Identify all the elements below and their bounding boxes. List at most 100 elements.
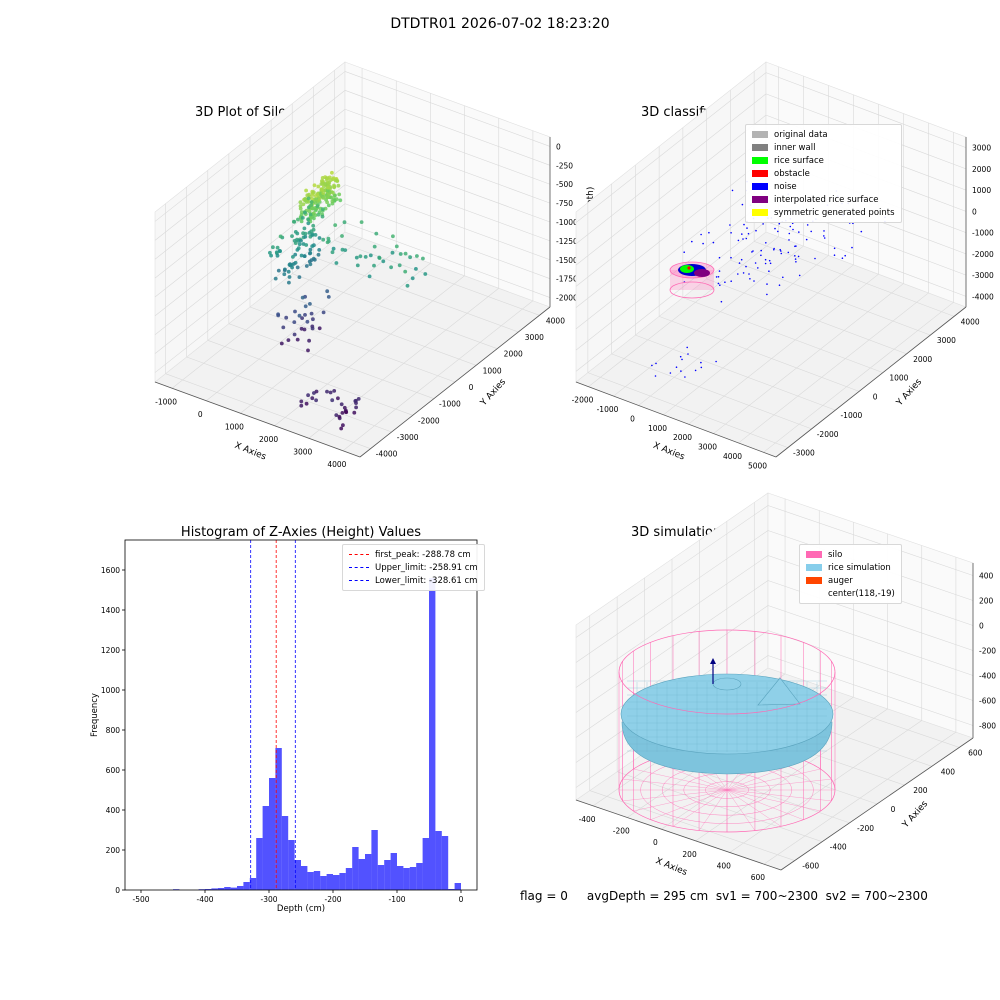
panel1-grid-z: [344, 71, 551, 147]
panel2-noise-point: [814, 257, 816, 260]
panel2-noise-point: [788, 239, 790, 241]
histogram-bar: [249, 878, 257, 890]
panel1-point: [333, 223, 338, 228]
panel1-grid-z: [154, 127, 346, 279]
panel3-y-tick-label: 200: [106, 846, 121, 855]
panel1-grid-y: [292, 273, 498, 349]
panel1-x-tick-label: 3000: [293, 447, 312, 456]
panel1-z-tick-label: -1250: [556, 237, 578, 246]
panel4-x-tick-label: 200: [682, 850, 697, 859]
panel1-point: [292, 332, 297, 337]
legend-label: Lower_limit: -328.61 cm: [375, 575, 478, 586]
panel1-point: [286, 338, 291, 342]
panel1-point: [300, 316, 304, 320]
panel1-x-tick-label: 0: [198, 410, 203, 419]
panel1-point: [302, 327, 307, 332]
panel1-point: [304, 401, 309, 406]
panel1-x-tick-label: -1000: [155, 397, 177, 406]
panel1-point: [286, 269, 291, 274]
panel1-point: [363, 255, 368, 259]
legend-entry: first_peak: -288.78 cm: [349, 548, 478, 561]
panel2-grid-y: [754, 241, 955, 317]
panel2-noise-point: [764, 258, 767, 261]
panel3-y-tick-label: 600: [106, 766, 121, 775]
panel1-grid-z: [154, 71, 346, 222]
simulation-legend: silo rice simulation auger center(118,-19): [799, 544, 902, 604]
panel1-grid-z: [344, 184, 551, 261]
panel4-x-tick-label: 400: [717, 862, 732, 871]
panel1-point: [326, 236, 331, 241]
panel2-noise-point: [792, 228, 794, 231]
panel1-point: [330, 398, 335, 403]
panel1-point: [282, 268, 287, 273]
panel1-point: [306, 221, 311, 226]
panel1-y-axis-line: [359, 306, 551, 458]
histogram-bar: [224, 887, 231, 890]
panel1-point: [310, 244, 315, 249]
panel1-point: [332, 389, 337, 393]
panel2-grid-z: [575, 178, 767, 330]
histogram-bar: [454, 883, 461, 890]
legend-entry: obstacle: [752, 167, 895, 180]
panel2-noise-point: [654, 375, 657, 377]
panel1-point: [310, 233, 315, 238]
panel1-z-tick-label: -1500: [556, 256, 578, 265]
panel2-grid-z: [575, 72, 767, 223]
histogram-bar: [409, 867, 417, 890]
panel2-noise-point: [730, 280, 732, 283]
panel2-grid-x: [763, 302, 954, 453]
histogram-bar: [429, 578, 436, 890]
panel2-noise-point: [700, 233, 702, 236]
panel1-point: [352, 410, 357, 415]
panel2-noise-point: [762, 223, 764, 225]
panel1-point: [359, 220, 364, 225]
panel2-noise-point: [760, 254, 762, 257]
panel1-point: [291, 255, 295, 259]
legend-label: interpolated rice surface: [774, 194, 879, 205]
panel1-point: [299, 238, 303, 243]
panel1-grid-y: [249, 306, 456, 383]
panel2-noise-point: [810, 230, 812, 233]
panel2-noise-point: [833, 247, 836, 250]
panel1-point: [415, 254, 419, 258]
legend-entry: center(118,-19): [806, 587, 895, 600]
panel2-noise-point: [797, 255, 800, 258]
panel2-noise-point: [794, 258, 797, 260]
panel1-point: [330, 199, 335, 204]
panel1-point: [356, 397, 361, 401]
panel1-point: [336, 396, 340, 401]
panel1-z-tick-label: -2000: [556, 294, 578, 303]
panel1-point: [281, 325, 286, 330]
panel1-point: [313, 201, 318, 205]
legend-entry: symmetric generated points: [752, 206, 895, 219]
histogram-bar: [422, 838, 429, 890]
histogram-bar: [441, 836, 449, 890]
panel2-x-tick-label: 3000: [698, 443, 717, 452]
panel1-point: [374, 231, 379, 236]
panel1-grid-z: [344, 222, 551, 298]
panel1-point: [330, 170, 334, 175]
panel4-x-tick-label: 0: [653, 838, 658, 847]
panel2-interpolated-surface: [694, 269, 710, 277]
panel2-noise-point: [860, 230, 863, 233]
panel4-grid-z: [575, 580, 769, 713]
panel1-point: [305, 319, 310, 324]
panel2-noise-point: [751, 251, 753, 253]
panel2-z-tick-label: -4000: [972, 292, 994, 301]
legend-swatch: [806, 590, 822, 597]
panel1-point: [297, 275, 302, 279]
panel3-y-tick-label: 800: [106, 726, 121, 735]
panel2-noise-point: [747, 232, 750, 235]
histogram-bar: [326, 874, 333, 890]
panel1-point: [282, 272, 287, 277]
panel2-noise-point: [700, 366, 703, 369]
panel2-noise-point: [743, 223, 745, 226]
panel1-point: [377, 255, 382, 260]
panel4-x-tick-label: 600: [751, 873, 766, 882]
panel1-point: [303, 234, 308, 239]
histogram-bar: [365, 854, 372, 890]
panel1-y-tick-label: 1000: [483, 366, 502, 375]
panel1-point: [328, 178, 333, 183]
panel1-point: [354, 255, 359, 260]
panel1-y-tick-label: -2000: [418, 416, 440, 425]
